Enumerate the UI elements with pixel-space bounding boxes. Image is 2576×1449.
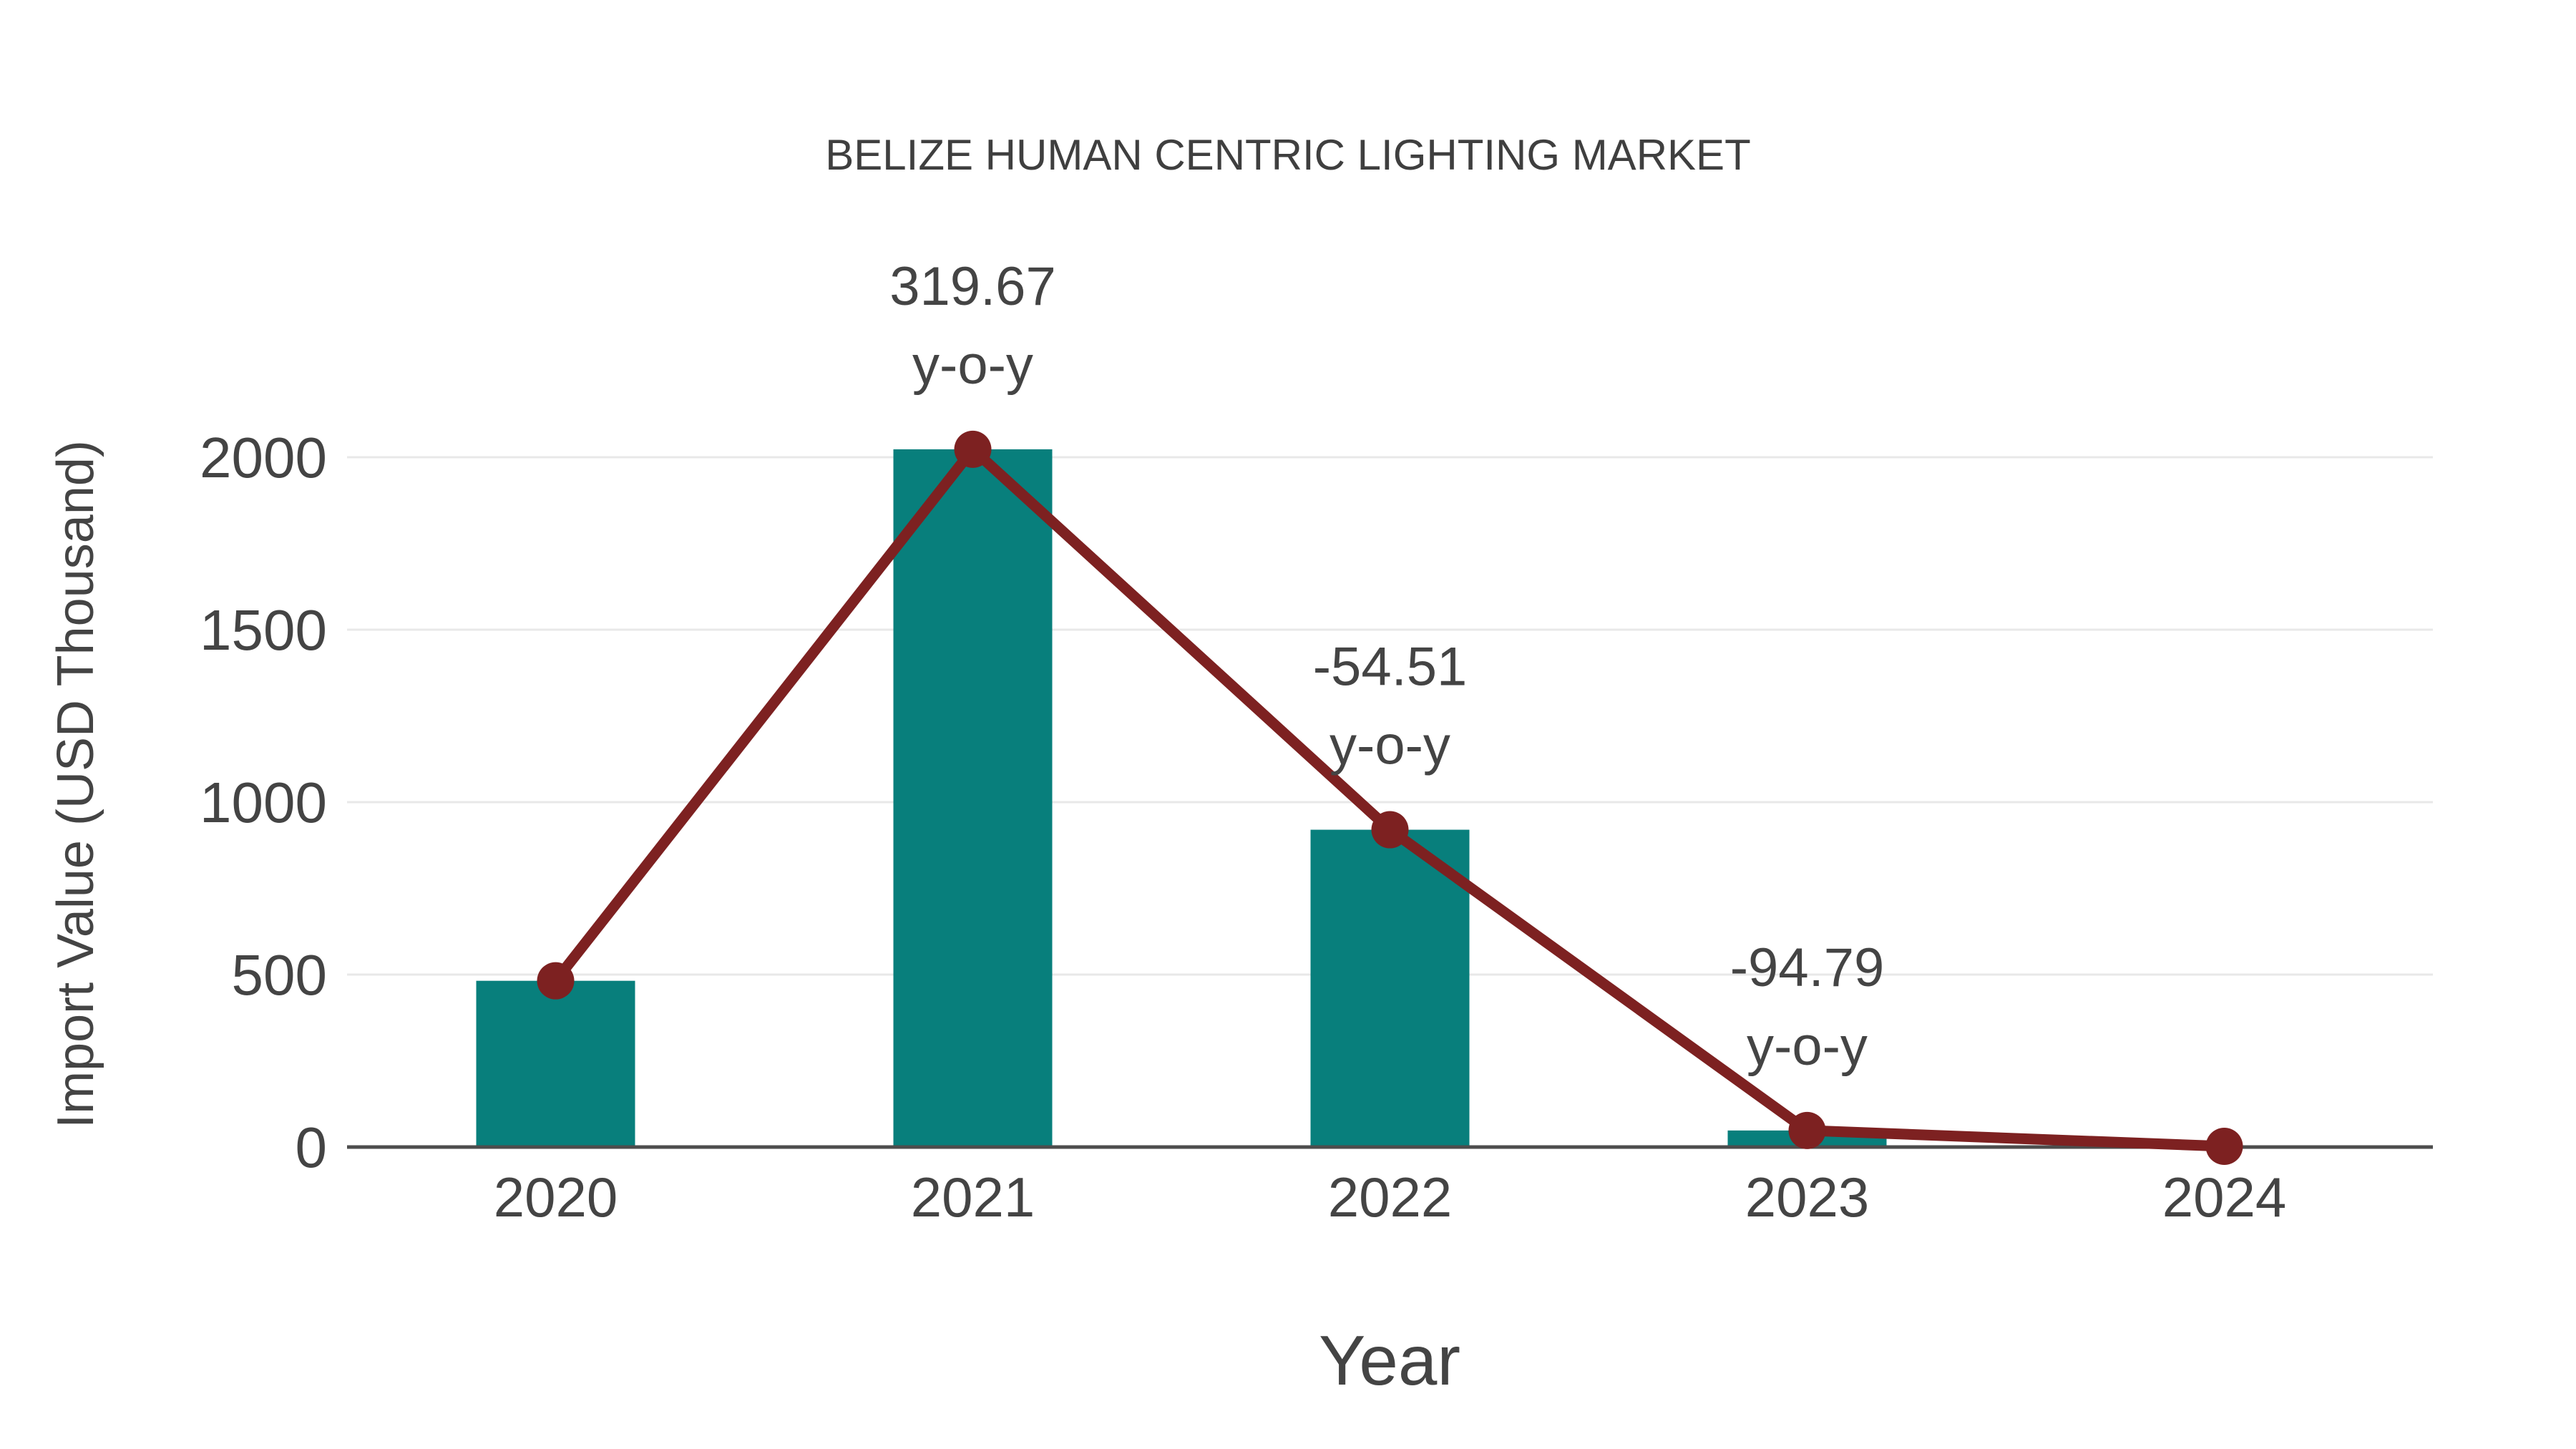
- data-point-marker: [2205, 1128, 2243, 1166]
- data-point-marker: [537, 962, 575, 1000]
- annotation-label: y-o-y: [1330, 716, 1450, 776]
- y-axis-title: Import Value (USD Thousand): [47, 440, 104, 1128]
- x-tick-label: 2023: [1745, 1166, 1870, 1229]
- bar: [893, 449, 1053, 1147]
- annotation-value: -54.51: [1313, 637, 1468, 698]
- y-tick-label: 0: [296, 1116, 328, 1179]
- data-point-marker: [1371, 811, 1409, 849]
- x-tick-label: 2021: [911, 1166, 1035, 1229]
- x-tick-label: 2024: [2162, 1166, 2287, 1229]
- data-point-marker: [954, 430, 992, 468]
- chart-title: BELIZE HUMAN CENTRIC LIGHTING MARKET: [825, 131, 1750, 179]
- y-tick-label: 500: [232, 943, 327, 1007]
- bar: [1310, 829, 1470, 1147]
- y-tick-label: 1500: [200, 598, 327, 662]
- data-point-marker: [1788, 1111, 1826, 1149]
- annotation-value: 319.67: [889, 256, 1055, 317]
- annotation-value: -94.79: [1730, 937, 1885, 998]
- annotations-layer: 319.67 y-o-y -54.51 y-o-y -94.79 y-o-y: [889, 256, 1884, 1077]
- annotation-label: y-o-y: [912, 335, 1033, 396]
- y-tick-label: 2000: [200, 426, 327, 489]
- annotation-label: y-o-y: [1747, 1016, 1868, 1077]
- y-tick-labels-layer: 0 500 1000 1500 2000: [200, 426, 327, 1179]
- x-axis-title: Year: [1319, 1321, 1460, 1400]
- bar: [476, 980, 635, 1147]
- y-tick-label: 1000: [200, 771, 327, 834]
- markers-layer: [537, 430, 2243, 1166]
- x-tick-label: 2020: [494, 1166, 618, 1229]
- x-tick-labels-layer: 2020 2021 2022 2023 2024: [494, 1166, 2287, 1229]
- x-tick-label: 2022: [1328, 1166, 1453, 1229]
